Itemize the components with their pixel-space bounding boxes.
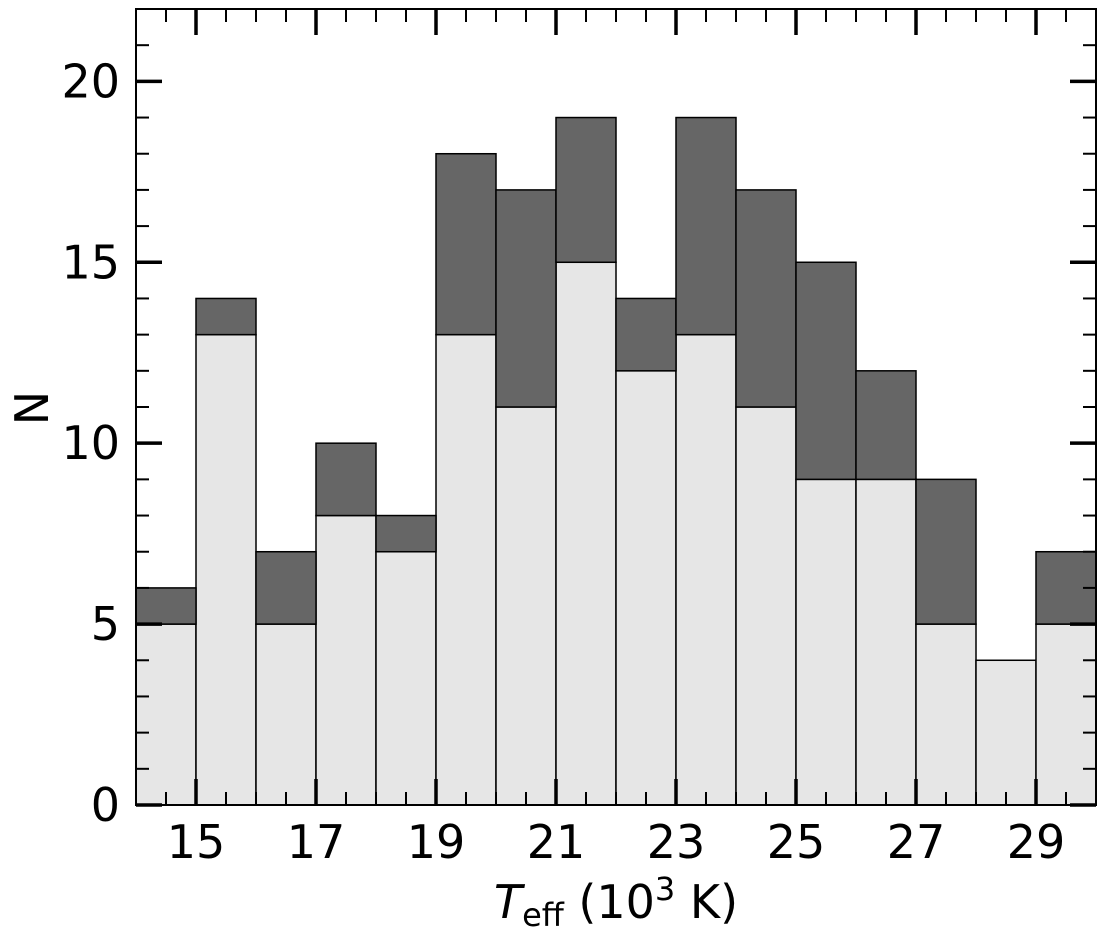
bar-series-0-bin-0 [135,623,197,806]
bar-series-0-bin-1 [195,333,257,806]
x-axis-subscript: eff [522,896,565,929]
bar-series-0-bin-12 [855,478,917,806]
bar-series-1-bin-4 [375,514,437,553]
x-tick-label: 27 [887,815,946,869]
bar-series-1-bin-12 [855,370,917,481]
ticks-group [135,8,1097,807]
y-tick-label: 0 [91,778,120,832]
bar-series-0-bin-14 [975,659,1037,806]
bar-series-1-bin-6 [495,189,557,408]
bar-series-0-bin-15 [1035,623,1097,806]
bar-series-1-bin-10 [735,189,797,408]
x-axis-unit: K) [675,875,738,929]
bar-series-0-bin-11 [795,478,857,806]
x-axis-superscript: 3 [655,870,675,908]
y-tick-labels: 0 5 10 15 20 [61,54,120,832]
bar-series-1-bin-8 [615,297,677,372]
plot-frame [135,8,1097,806]
x-tick-label: 17 [287,815,346,869]
bar-series-1-bin-0 [135,587,197,625]
x-axis-open: (10 [564,875,655,929]
x-tick-label: 21 [527,815,586,869]
bar-series-1-bin-7 [555,116,617,264]
bar-series-0-bin-7 [555,261,617,806]
x-axis-title: Teff (103 K) [494,870,738,929]
bar-series-0-bin-10 [735,406,797,806]
bar-series-1-bin-11 [795,261,857,481]
bar-series-1-bin-1 [195,297,257,336]
y-axis-title: N [5,391,59,425]
bar-series-0-bin-13 [915,623,977,806]
y-tick-label: 15 [61,235,120,289]
y-tick-label: 5 [91,597,120,651]
x-tick-label: 23 [647,815,706,869]
x-tick-label: 25 [767,815,826,869]
x-tick-label: 15 [167,815,226,869]
bar-series-0-bin-3 [315,514,377,806]
bar-series-1-bin-5 [435,152,497,336]
bar-series-1-bin-9 [675,116,737,336]
bar-series-1-bin-3 [315,442,377,517]
bar-series-0-bin-4 [375,550,437,806]
bar-series-1-bin-13 [915,478,977,625]
x-tick-label: 19 [407,815,466,869]
bars-group [135,116,1097,806]
bar-series-0-bin-2 [255,623,317,806]
bar-series-0-bin-8 [615,370,677,806]
bar-series-1-bin-2 [255,550,317,625]
y-tick-label: 10 [61,416,120,470]
x-axis-symbol: T [494,875,526,929]
x-tick-labels: 15 17 19 21 23 25 27 29 [167,815,1066,869]
x-tick-label: 29 [1007,815,1066,869]
y-tick-label: 20 [61,54,120,108]
bar-series-0-bin-6 [495,406,557,806]
bar-series-0-bin-5 [435,333,497,806]
bar-series-0-bin-9 [675,333,737,806]
